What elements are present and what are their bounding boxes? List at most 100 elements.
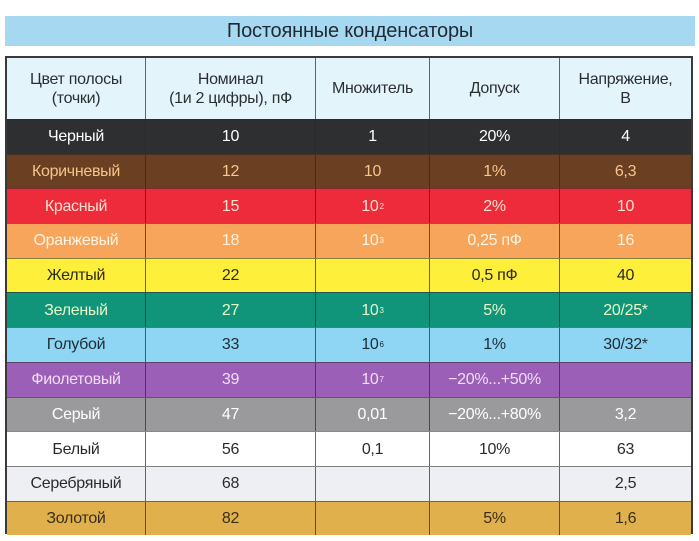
header-nominal-line1: Номинал — [197, 70, 264, 88]
cell-multiplier — [315, 258, 429, 293]
multiplier-base: 10 — [361, 371, 379, 389]
table-body: Черный 10 1 20% 4 Коричневый 12 10 1% 6,3 Красный 1… — [7, 119, 691, 536]
multiplier-base: 10 — [361, 301, 379, 319]
page-title: Постоянные конденсаторы — [5, 16, 695, 46]
multiplier-exponent: 6 — [379, 340, 384, 350]
cell-color: Серебряный — [30, 475, 122, 493]
cell-color: Оранжевый — [33, 232, 119, 250]
cell-voltage: 63 — [559, 432, 691, 466]
multiplier-base: 0,1 — [361, 440, 384, 458]
cell-color: Зеленый — [44, 301, 108, 319]
cell-nominal: 47 — [145, 397, 315, 432]
table-row: Золотой 82 5% 1,6 — [7, 500, 691, 536]
cell-tolerance: 1% — [429, 154, 559, 189]
header-color: Цвет полосы (точки) — [7, 58, 145, 119]
cell-nominal: 68 — [145, 466, 315, 501]
cell-voltage: 30/32* — [559, 328, 691, 362]
cell-tolerance: 20% — [429, 120, 559, 154]
cell-multiplier: 10 3 — [315, 293, 429, 328]
cell-multiplier — [315, 466, 429, 501]
header-tolerance: Допуск — [429, 58, 559, 119]
cell-voltage: 20/25* — [559, 293, 691, 328]
cell-color: Золотой — [46, 509, 106, 527]
cell-tolerance: 5% — [429, 501, 559, 536]
multiplier-base: 10 — [363, 163, 382, 181]
cell-nominal: 27 — [145, 293, 315, 328]
multiplier-exponent: 3 — [379, 305, 384, 315]
cell-color: Фиолетовый — [31, 371, 121, 389]
header-nominal: Номинал (1и 2 цифры), пФ — [145, 58, 315, 119]
cell-color: Желтый — [46, 267, 106, 285]
cell-voltage — [559, 362, 691, 397]
cell-multiplier: 10 3 — [315, 224, 429, 258]
table-row: Черный 10 1 20% 4 — [7, 119, 691, 154]
cell-voltage: 2,5 — [559, 466, 691, 501]
header-color-line1: Цвет полосы — [29, 70, 123, 88]
table-row: Красный 15 10 2 2% 10 — [7, 188, 691, 224]
table-row: Серый 47 0,01 −20%...+80% 3,2 — [7, 396, 691, 432]
cell-color: Белый — [52, 440, 100, 458]
multiplier-exponent: 2 — [379, 201, 384, 211]
header-voltage-line2: В — [620, 89, 631, 107]
multiplier-base: 10 — [361, 197, 379, 215]
cell-nominal: 56 — [145, 432, 315, 466]
cell-tolerance: 2% — [429, 189, 559, 224]
cell-voltage: 3,2 — [559, 397, 691, 432]
multiplier-base: 1 — [368, 128, 377, 146]
cell-voltage: 16 — [559, 224, 691, 258]
header-multiplier: Множитель — [315, 58, 429, 119]
table-header-row: Цвет полосы (точки) Номинал (1и 2 цифры), … — [7, 58, 691, 119]
cell-multiplier — [315, 501, 429, 536]
table-row: Белый 56 0,1 10% 63 — [7, 431, 691, 466]
cell-nominal: 15 — [145, 189, 315, 224]
multiplier-exponent: 3 — [379, 236, 384, 246]
cell-multiplier: 10 — [315, 154, 429, 189]
header-voltage-line1: Напряжение, — [578, 70, 673, 88]
cell-tolerance: 10% — [429, 432, 559, 466]
cell-voltage: 4 — [559, 120, 691, 154]
cell-nominal: 12 — [145, 154, 315, 189]
cell-color: Голубой — [46, 336, 106, 354]
table-row: Серебряный 68 2,5 — [7, 465, 691, 501]
header-voltage: Напряжение, В — [559, 58, 691, 119]
cell-tolerance: 1% — [429, 328, 559, 362]
table-row: Оранжевый 18 10 3 0,25 пФ 16 — [7, 223, 691, 258]
cell-multiplier: 10 7 — [315, 362, 429, 397]
cell-tolerance: 0,5 пФ — [429, 258, 559, 293]
cell-voltage: 6,3 — [559, 154, 691, 189]
cell-nominal: 39 — [145, 362, 315, 397]
cell-tolerance: −20%...+80% — [429, 397, 559, 432]
cell-nominal: 22 — [145, 258, 315, 293]
cell-tolerance: −20%...+50% — [429, 362, 559, 397]
cell-color: Серый — [51, 405, 101, 423]
cell-multiplier: 0,1 — [315, 432, 429, 466]
cell-multiplier: 1 — [315, 120, 429, 154]
cell-nominal: 82 — [145, 501, 315, 536]
cell-voltage: 1,6 — [559, 501, 691, 536]
cell-multiplier: 10 6 — [315, 328, 429, 362]
cell-color: Красный — [44, 197, 108, 215]
multiplier-base: 10 — [361, 232, 379, 250]
cell-nominal: 33 — [145, 328, 315, 362]
cell-voltage: 40 — [559, 258, 691, 293]
header-color-line2: (точки) — [51, 89, 101, 107]
cell-color: Черный — [48, 128, 104, 146]
table-row: Коричневый 12 10 1% 6,3 — [7, 153, 691, 189]
cell-multiplier: 0,01 — [315, 397, 429, 432]
table-row: Фиолетовый 39 10 7 −20%...+50% — [7, 361, 691, 397]
capacitor-color-code-table: Цвет полосы (точки) Номинал (1и 2 цифры), … — [5, 56, 693, 536]
cell-color: Коричневый — [31, 163, 121, 181]
cell-voltage: 10 — [559, 189, 691, 224]
table-row: Желтый 22 0,5 пФ 40 — [7, 257, 691, 293]
cell-tolerance — [429, 466, 559, 501]
cell-tolerance: 0,25 пФ — [429, 224, 559, 258]
multiplier-base: 10 — [361, 336, 379, 354]
cell-nominal: 10 — [145, 120, 315, 154]
header-nominal-line2: (1и 2 цифры), пФ — [169, 89, 292, 107]
cell-nominal: 18 — [145, 224, 315, 258]
cell-tolerance: 5% — [429, 293, 559, 328]
table-row: Голубой 33 10 6 1% 30/32* — [7, 327, 691, 362]
multiplier-exponent: 7 — [379, 375, 384, 385]
multiplier-base: 0,01 — [357, 405, 388, 423]
cell-multiplier: 10 2 — [315, 189, 429, 224]
